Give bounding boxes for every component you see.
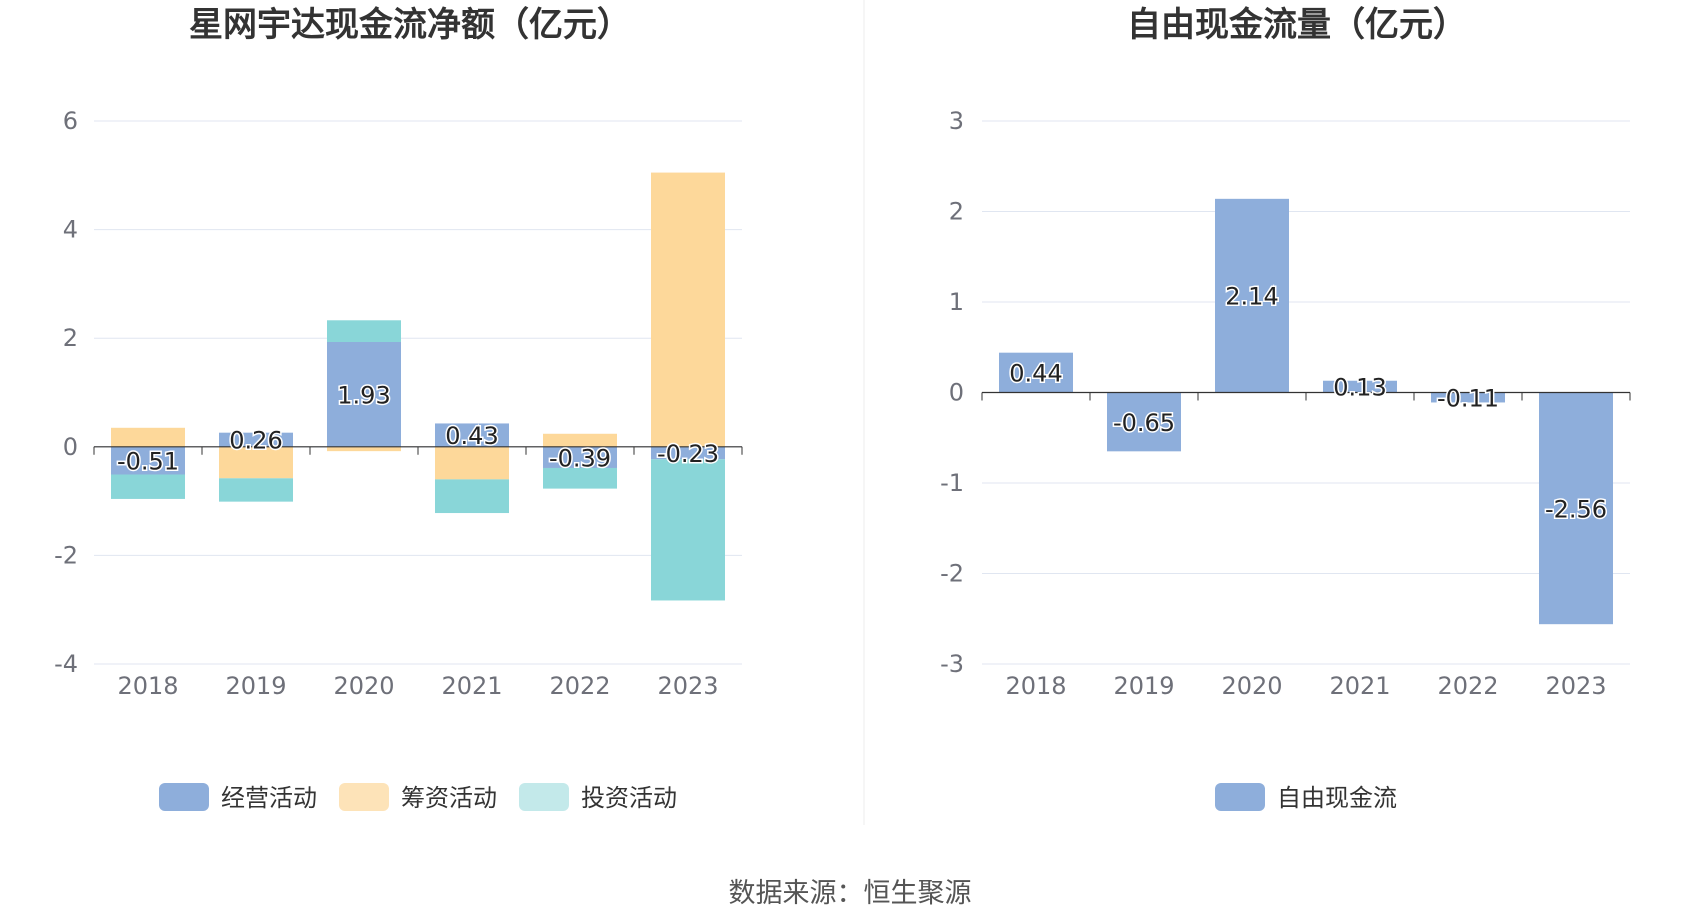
data-label: 1.93 — [337, 381, 390, 409]
data-label: -0.51 — [117, 448, 179, 476]
bar-自由现金流-2020 — [1215, 198, 1289, 393]
bar-投资活动-2021 — [435, 479, 509, 514]
bar-投资活动-2018 — [111, 474, 185, 499]
y-tick-label: 2 — [949, 198, 964, 226]
chart-2: 自由现金流量（亿元） -3 -2 -1 0 1 2 3 2018 2019 2020 2021 2022… — [940, 5, 1631, 812]
bar-筹资活动-2019 — [219, 446, 293, 479]
x-tick-label: 2022 — [549, 672, 610, 700]
legend-swatch — [339, 783, 389, 811]
legend-swatch — [1215, 783, 1265, 811]
legend-label: 投资活动 — [581, 784, 677, 812]
bar-投资活动-2023 — [651, 459, 725, 601]
bar-经营活动-2022 — [543, 446, 617, 468]
bar-自由现金流-2022 — [1431, 392, 1505, 403]
x-tick-label: 2023 — [1545, 672, 1606, 700]
x-tick-label: 2018 — [117, 672, 178, 700]
x-tick-label: 2020 — [333, 672, 394, 700]
data-label: -2.56 — [1545, 495, 1607, 523]
legend-label: 经营活动 — [221, 784, 317, 812]
bar-经营活动-2018 — [111, 446, 185, 475]
x-tick-label: 2019 — [1113, 672, 1174, 700]
bar-筹资活动-2020 — [327, 446, 401, 452]
y-tick-label: -4 — [54, 650, 78, 678]
bar-投资活动-2019 — [219, 478, 293, 502]
x-tick-label: 2021 — [1329, 672, 1390, 700]
bar-经营活动-2021 — [435, 423, 509, 447]
bar-经营活动-2023 — [651, 446, 725, 460]
y-tick-label: -1 — [940, 469, 964, 497]
x-tick-label: 2019 — [225, 672, 286, 700]
bar-投资活动-2020 — [327, 320, 401, 343]
y-tick-label: 6 — [63, 107, 78, 135]
y-tick-label: 0 — [63, 433, 78, 461]
y-tick-label: 3 — [949, 107, 964, 135]
data-label: 0.26 — [229, 427, 282, 455]
x-tick-label: 2021 — [441, 672, 502, 700]
y-tick-label: 4 — [63, 216, 78, 244]
bar-自由现金流-2021 — [1323, 380, 1397, 393]
data-label: 2.14 — [1225, 283, 1278, 311]
bar-经营活动-2019 — [219, 432, 293, 447]
bar-自由现金流-2018 — [999, 352, 1073, 393]
y-tick-label: 0 — [949, 379, 964, 407]
chart-1: 星网宇达现金流净额（亿元） -4 -2 0 2 4 6 2018 2019 2020 2021 202… — [54, 5, 743, 812]
y-tick-label: 2 — [63, 324, 78, 352]
y-tick-label: 1 — [949, 288, 964, 316]
legend-swatch — [519, 783, 569, 811]
legend-label: 自由现金流 — [1277, 784, 1397, 812]
data-label: -0.39 — [549, 444, 611, 472]
data-label: -0.23 — [657, 440, 719, 468]
legend-swatch — [159, 783, 209, 811]
bar-筹资活动-2018 — [111, 427, 185, 447]
bar-经营活动-2020 — [327, 342, 401, 447]
source-note: 数据来源：恒生聚源 — [729, 878, 972, 909]
x-tick-label: 2020 — [1221, 672, 1282, 700]
bar-自由现金流-2019 — [1107, 392, 1181, 452]
chart-title: 自由现金流量（亿元） — [1127, 5, 1467, 45]
legend-label: 筹资活动 — [401, 784, 497, 812]
data-label: 0.13 — [1333, 374, 1386, 402]
chart-title: 星网宇达现金流净额（亿元） — [189, 5, 631, 45]
bar-投资活动-2022 — [543, 467, 617, 489]
bar-筹资活动-2021 — [435, 446, 509, 480]
x-tick-label: 2018 — [1005, 672, 1066, 700]
y-tick-label: -3 — [940, 650, 964, 678]
bar-筹资活动-2023 — [651, 172, 725, 447]
bar-筹资活动-2022 — [543, 433, 617, 447]
data-label: -0.65 — [1113, 409, 1175, 437]
y-tick-label: -2 — [940, 560, 964, 588]
x-tick-label: 2023 — [657, 672, 718, 700]
x-tick-label: 2022 — [1437, 672, 1498, 700]
bar-自由现金流-2023 — [1539, 392, 1613, 625]
data-label: 0.43 — [445, 422, 498, 450]
y-tick-label: -2 — [54, 541, 78, 569]
data-label: 0.44 — [1009, 360, 1062, 388]
data-label: -0.11 — [1437, 384, 1499, 412]
